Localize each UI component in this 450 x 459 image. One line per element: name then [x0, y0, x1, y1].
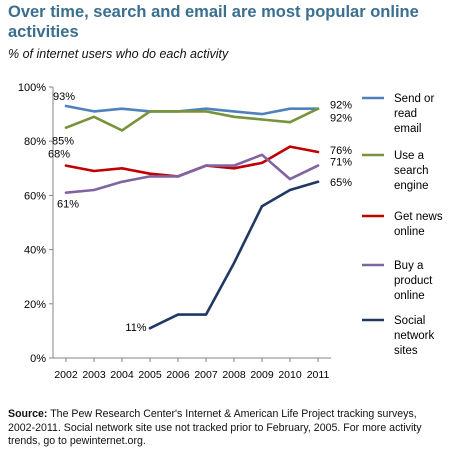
start-data-label: 68% [48, 149, 70, 161]
end-data-label: 65% [330, 177, 352, 189]
legend-label: search [394, 165, 429, 177]
legend-label: network [394, 330, 435, 342]
data-point [260, 205, 264, 208]
x-tick-label: 2006 [166, 369, 190, 381]
data-point [120, 167, 124, 170]
start-data-label: 93% [53, 91, 75, 103]
data-point [92, 110, 96, 113]
data-point [204, 110, 208, 113]
data-point [260, 112, 264, 116]
data-point [148, 172, 152, 175]
data-point [204, 313, 208, 316]
source-label: Source: [8, 408, 48, 420]
data-point [204, 164, 208, 167]
legend-label: product [394, 275, 433, 287]
start-data-label: 61% [57, 199, 79, 211]
legend-label: Send or [394, 93, 434, 105]
data-point [64, 191, 68, 194]
legend-label: Social [394, 315, 425, 327]
data-point [204, 107, 208, 110]
legend-label: engine [394, 180, 429, 192]
data-point [148, 327, 152, 330]
x-tick-label: 2008 [222, 369, 246, 381]
data-point [64, 104, 68, 108]
data-point [316, 180, 320, 183]
source-text: The Pew Research Center's Internet & Ame… [8, 408, 422, 447]
data-point [120, 180, 124, 183]
x-tick-label: 2007 [194, 369, 218, 381]
data-point [92, 188, 96, 192]
data-point [260, 153, 264, 156]
y-tick-label: 100% [18, 82, 46, 94]
data-point [232, 110, 236, 113]
legend-label: sites [394, 345, 418, 357]
data-point [232, 261, 236, 265]
y-tick-label: 80% [24, 136, 46, 148]
data-point [316, 107, 320, 110]
data-point [316, 164, 320, 167]
data-point [148, 175, 152, 178]
legend-label: Use a [394, 150, 425, 162]
x-tick-label: 2003 [82, 369, 106, 381]
x-tick-label: 2011 [307, 369, 330, 381]
data-point [288, 177, 292, 181]
legend-label: Get news [394, 211, 443, 223]
end-data-label: 92% [330, 100, 352, 112]
x-tick-label: 2009 [250, 369, 274, 381]
legend-label: read [394, 108, 417, 120]
legend-label: online [394, 226, 425, 238]
data-point [232, 115, 236, 119]
series-line [64, 107, 320, 132]
data-point [176, 110, 180, 113]
series-line [64, 104, 320, 116]
series-line [148, 180, 320, 330]
y-tick-label: 0% [30, 353, 46, 365]
y-tick-label: 60% [24, 190, 46, 202]
data-point [260, 161, 264, 165]
data-point [120, 107, 124, 110]
chart-title: Over time, search and email are most pop… [8, 3, 419, 41]
data-point [64, 164, 68, 167]
legend-label: email [394, 123, 421, 135]
data-point [176, 313, 180, 316]
data-point [92, 115, 96, 119]
start-data-label: 11% [125, 322, 146, 334]
source-note: Source: The Pew Research Center's Intern… [8, 408, 444, 449]
data-point [92, 169, 96, 173]
data-point [288, 121, 292, 124]
series-line [64, 153, 320, 194]
data-point [64, 126, 68, 129]
x-tick-label: 2002 [54, 369, 78, 381]
data-point [288, 188, 292, 192]
data-point [148, 110, 152, 113]
data-point [232, 164, 236, 167]
data-point [288, 107, 292, 110]
x-tick-label: 2004 [110, 369, 134, 381]
y-tick-label: 40% [24, 245, 46, 257]
end-data-label: 76% [330, 145, 352, 157]
data-point [260, 118, 264, 121]
data-point [232, 167, 236, 170]
start-data-label: 85% [52, 136, 74, 148]
x-tick-label: 2010 [278, 369, 302, 381]
x-tick-label: 2005 [138, 369, 162, 381]
legend-label: online [394, 290, 425, 302]
end-data-label: 92% [330, 113, 352, 125]
end-data-label: 71% [330, 157, 352, 169]
data-point [120, 129, 124, 132]
y-tick-label: 20% [24, 299, 46, 311]
data-point [316, 150, 320, 154]
data-point [176, 175, 180, 178]
data-point [288, 145, 292, 148]
chart-subtitle: % of internet users who do each activity [8, 47, 229, 61]
legend-label: Buy a [394, 260, 424, 272]
